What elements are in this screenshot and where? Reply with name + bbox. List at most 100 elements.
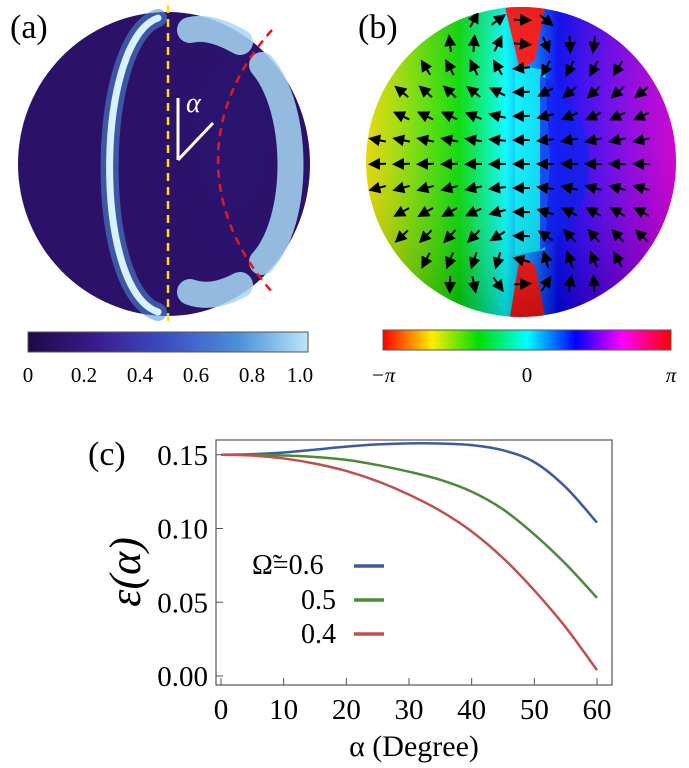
y-tick-label: 0.05 [157,587,208,619]
spin-arrow [492,252,505,270]
legend: Ω̃=0.6 0.5 0.4 [252,550,384,650]
panel-c: (c) 0 10 20 30 40 50 60 0.00 0.05 0.10 0.15 Ω̃=0.6… [88,436,613,763]
spin-arrow [440,111,458,123]
spin-arrow [440,181,458,194]
spin-arrow [512,254,531,267]
spin-arrow [392,134,411,147]
spin-arrow [464,111,482,123]
ring-right-top [177,15,253,55]
spin-arrow [562,86,577,99]
spin-arrow [536,133,555,146]
spin-arrow [489,229,506,242]
panel-b-label: (b) [358,9,398,46]
spin-arrow [491,276,504,293]
spin-arrow [490,14,507,27]
spin-arrow [488,181,507,194]
spin-arrow [444,34,457,53]
spin-arrow [416,134,435,147]
spin-arrow [443,229,457,244]
spin-arrow [587,228,601,243]
spin-arrow [560,109,578,121]
spin-arrow [562,228,577,243]
spin-arrow [609,109,626,121]
axis-ticks: 0 10 20 30 40 50 60 0.00 0.05 0.10 0.15 [157,440,611,726]
spin-arrow [613,251,625,268]
spin-arrow [466,229,481,244]
spin-arrow [584,109,602,121]
spin-arrow [633,207,650,219]
spin-arrow [560,182,579,195]
spin-arrow [539,275,552,292]
spin-arrow [488,205,506,218]
spin-arrow [445,252,457,270]
series-line-0 [220,442,598,524]
colorbar-b [382,329,672,351]
legend-label: 0.4 [301,619,336,650]
panel-a: α (a) 0 0.2 0.4 0.6 0.8 1.0 [10,5,313,387]
x-axis-label: α (Degree) [349,730,479,763]
sphere-b-shading [366,7,676,317]
spin-arrow [536,109,555,122]
colorbar-b-tick: −π [371,363,396,387]
spin-arrow [540,250,553,268]
spin-arrow [513,278,532,291]
colorbar-a-tick: 0.2 [71,363,97,387]
spin-arrow [586,85,601,99]
spin-arrow [393,205,410,217]
y-axis-label: ε(α) [101,537,150,607]
colorbar-a-tick: 0 [23,363,34,387]
spin-arrow [632,182,650,195]
spin-arrow [536,182,555,195]
spin-arrow [464,205,482,217]
spin-arrow [541,60,553,77]
spin-arrow [589,60,601,77]
spin-arrow [368,134,387,147]
spin-arrow [491,34,503,52]
spin-arrow [536,206,554,219]
y-tick-label: 0.00 [157,661,208,693]
spin-arrow [421,252,433,269]
x-tick-label: 50 [520,694,549,726]
spin-arrow [513,37,532,50]
spin-arrow [537,85,554,97]
spin-arrow [588,274,601,293]
ring-left-core [106,14,162,316]
spin-arrow [539,14,554,27]
colorbar-a-tick: 0.6 [183,363,209,387]
series-line-2 [220,453,599,671]
colorbar-a-tick: 0.4 [127,363,154,387]
spin-arrow [564,250,577,268]
spin-arrow [440,134,459,147]
spin-arrow [441,205,458,217]
x-tick-label: 20 [332,694,361,726]
spin-arrow [560,207,578,219]
spin-arrows [368,11,651,294]
spin-arrow [464,134,483,147]
spin-arrow [420,59,433,76]
x-tick-label: 10 [269,694,298,726]
spin-arrow [610,228,625,243]
spin-arrow [588,35,601,54]
spin-arrow [585,207,602,219]
spin-arrow [468,252,481,270]
spin-arrow [467,11,479,28]
plot-frame [215,439,613,686]
spin-arrow [416,181,434,194]
panel-b: (b) −π 0 π [358,7,677,387]
spin-arrow [634,229,649,243]
spin-arrow [417,111,434,123]
series-line-1 [220,453,598,599]
spin-arrow [466,85,481,98]
x-tick-label: 0 [214,694,229,726]
colorbar-b-ticks: −π 0 π [371,363,677,387]
spin-arrow [563,35,576,54]
spin-arrow [563,274,576,293]
x-tick-label: 30 [395,694,424,726]
sphere-a [18,12,168,316]
spin-arrow [418,229,433,244]
spin-arrow [394,85,409,98]
colorbar-b-tick: π [666,363,677,387]
spin-arrow [608,133,627,146]
spin-arrow [609,207,626,219]
